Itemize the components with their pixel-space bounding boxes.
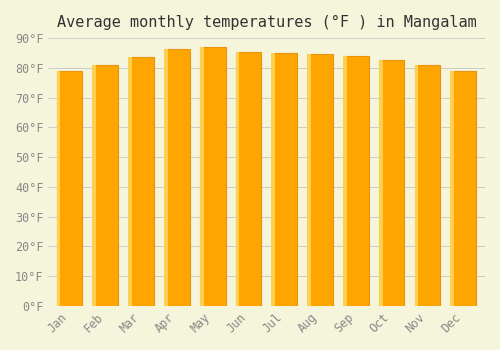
Bar [128, 57, 132, 306]
Bar [451, 71, 476, 306]
Bar [200, 47, 226, 306]
Bar [308, 55, 333, 306]
Bar [379, 61, 382, 306]
Bar [236, 51, 240, 306]
Bar [380, 61, 404, 306]
Bar [164, 49, 190, 306]
Bar [343, 56, 347, 306]
Bar [92, 65, 96, 306]
Bar [414, 65, 418, 306]
Bar [236, 51, 262, 306]
Bar [58, 71, 82, 306]
Title: Average monthly temperatures (°F ) in Mangalam: Average monthly temperatures (°F ) in Ma… [57, 15, 476, 30]
Bar [307, 55, 311, 306]
Bar [450, 71, 454, 306]
Bar [93, 65, 118, 306]
Bar [272, 53, 275, 306]
Bar [164, 49, 168, 306]
Bar [56, 71, 60, 306]
Bar [200, 47, 203, 306]
Bar [129, 57, 154, 306]
Bar [415, 65, 440, 306]
Bar [272, 53, 297, 306]
Bar [344, 56, 368, 306]
